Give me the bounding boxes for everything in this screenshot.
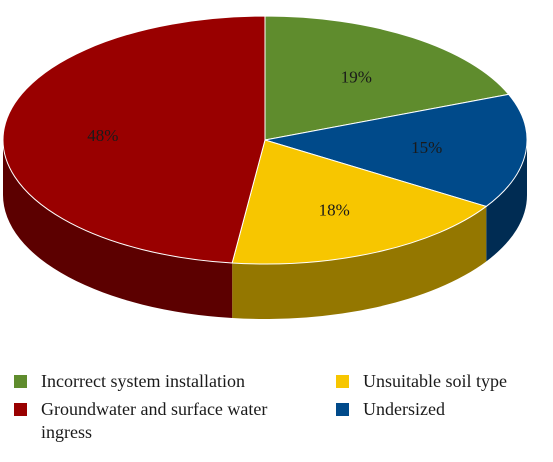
legend-item-groundwater-ingress: Groundwater and surface water ingress (14, 398, 319, 444)
legend-label-undersized: Undersized (363, 399, 445, 419)
pie-wall-unsuitable-soil-type (232, 206, 487, 319)
legend-item-incorrect-installation: Incorrect system installation (14, 370, 314, 393)
data-label-incorrect-system-installation: 19% (341, 67, 372, 86)
data-label-undersized: 15% (411, 138, 442, 157)
legend-swatch-groundwater-ingress (14, 403, 27, 416)
legend-label-groundwater-ingress: Groundwater and surface water ingress (41, 399, 268, 442)
pie-plot-area: 19% 15% 18% 48% (2, 15, 528, 319)
legend-swatch-incorrect-installation (14, 375, 27, 388)
pie-slice-groundwater-and-surface-water-ingress (2, 15, 266, 264)
data-label-unsuitable-soil-type: 18% (319, 201, 350, 220)
pie-slice-incorrect-system-installation (264, 15, 510, 141)
legend-label-unsuitable-soil: Unsuitable soil type (363, 371, 507, 391)
legend-item-unsuitable-soil: Unsuitable soil type (336, 370, 546, 393)
legend-label-incorrect-installation: Incorrect system installation (41, 371, 245, 391)
legend-item-undersized: Undersized (336, 398, 546, 421)
pie-slice-unsuitable-soil-type (231, 139, 488, 265)
legend: Incorrect system installation Unsuitable… (0, 360, 553, 462)
data-label-groundwater-and-surface-water-ingress: 48% (87, 126, 118, 145)
pie-wall-groundwater-and-surface-water-ingress (3, 140, 233, 319)
pie-wall-undersized (486, 140, 527, 262)
legend-swatch-unsuitable-soil (336, 375, 349, 388)
legend-swatch-undersized (336, 403, 349, 416)
pie-slice-undersized (264, 93, 528, 207)
